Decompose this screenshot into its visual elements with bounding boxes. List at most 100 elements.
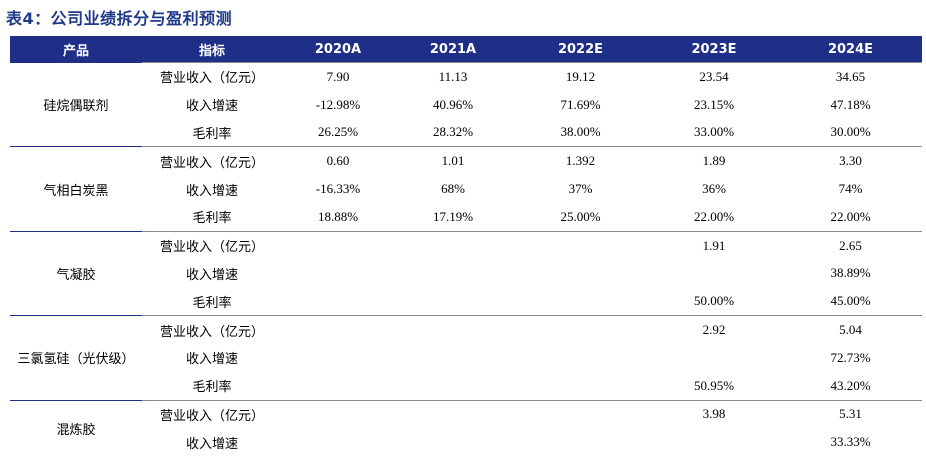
value-cell xyxy=(649,260,779,288)
metric-cell: 收入增速 xyxy=(142,175,282,203)
metric-cell: 收入增速 xyxy=(142,260,282,288)
value-cell xyxy=(282,231,394,259)
header-metric: 指标 xyxy=(142,36,282,63)
product-cell: 气凝胶 xyxy=(10,231,142,315)
value-cell: 36% xyxy=(649,175,779,203)
value-cell: 0.60 xyxy=(282,147,394,175)
metric-cell: 收入增速 xyxy=(142,428,282,456)
metric-cell: 毛利率 xyxy=(142,372,282,400)
metric-cell: 营业收入（亿元） xyxy=(142,231,282,259)
value-cell xyxy=(512,260,649,288)
value-cell: 18.88% xyxy=(282,203,394,231)
value-cell: 3.98 xyxy=(649,400,779,428)
metric-cell: 营业收入（亿元） xyxy=(142,63,282,91)
table-row: 收入增速-12.98%40.96%71.69%23.15%47.18% xyxy=(10,91,922,119)
value-cell: 28.32% xyxy=(394,119,512,147)
value-cell: 38.00% xyxy=(512,119,649,147)
product-cell: 硅烷偶联剂 xyxy=(10,63,142,147)
value-cell xyxy=(282,344,394,372)
header-2020a: 2020A xyxy=(282,36,394,63)
value-cell: 1.91 xyxy=(649,231,779,259)
header-2024e: 2024E xyxy=(779,36,922,63)
table-title: 表4：公司业绩拆分与盈利预测 xyxy=(6,5,232,33)
value-cell xyxy=(512,287,649,315)
value-cell xyxy=(394,287,512,315)
value-cell: 40.96% xyxy=(394,91,512,119)
value-cell xyxy=(394,231,512,259)
value-cell: 11.13 xyxy=(394,63,512,91)
metric-cell: 营业收入（亿元） xyxy=(142,400,282,428)
value-cell: 23.54 xyxy=(649,63,779,91)
header-2022e: 2022E xyxy=(512,36,649,63)
metric-cell: 营业收入（亿元） xyxy=(142,316,282,344)
value-cell: 26.25% xyxy=(282,119,394,147)
product-cell: 混炼胶 xyxy=(10,400,142,456)
value-cell: 2.65 xyxy=(779,231,922,259)
value-cell: 22.00% xyxy=(649,203,779,231)
value-cell: 19.12 xyxy=(512,63,649,91)
value-cell: 45.00% xyxy=(779,287,922,315)
value-cell: 33.00% xyxy=(649,119,779,147)
value-cell: 22.00% xyxy=(779,203,922,231)
value-cell: 25.00% xyxy=(512,203,649,231)
value-cell xyxy=(649,344,779,372)
value-cell: 1.392 xyxy=(512,147,649,175)
value-cell: 50.95% xyxy=(649,372,779,400)
metric-cell: 收入增速 xyxy=(142,344,282,372)
value-cell xyxy=(512,231,649,259)
value-cell xyxy=(512,316,649,344)
value-cell xyxy=(394,344,512,372)
value-cell: 1.89 xyxy=(649,147,779,175)
value-cell xyxy=(512,400,649,428)
header-product: 产品 xyxy=(10,36,142,63)
forecast-table: 产品 指标 2020A 2021A 2022E 2023E 2024E 硅烷偶联… xyxy=(10,36,922,456)
value-cell xyxy=(649,428,779,456)
value-cell: 47.18% xyxy=(779,91,922,119)
value-cell: 2.92 xyxy=(649,316,779,344)
value-cell: 68% xyxy=(394,175,512,203)
value-cell xyxy=(394,316,512,344)
value-cell: 38.89% xyxy=(779,260,922,288)
value-cell: 74% xyxy=(779,175,922,203)
product-cell: 气相白炭黑 xyxy=(10,147,142,231)
value-cell xyxy=(282,400,394,428)
table-row: 收入增速 72.73% xyxy=(10,344,922,372)
table-row: 毛利率 50.95%43.20% xyxy=(10,372,922,400)
value-cell: -16.33% xyxy=(282,175,394,203)
header-2023e: 2023E xyxy=(649,36,779,63)
metric-cell: 营业收入（亿元） xyxy=(142,147,282,175)
value-cell xyxy=(282,316,394,344)
value-cell: 43.20% xyxy=(779,372,922,400)
value-cell xyxy=(282,372,394,400)
value-cell: 5.31 xyxy=(779,400,922,428)
value-cell xyxy=(512,344,649,372)
value-cell xyxy=(394,428,512,456)
value-cell xyxy=(282,287,394,315)
value-cell: 34.65 xyxy=(779,63,922,91)
value-cell: 7.90 xyxy=(282,63,394,91)
value-cell: -12.98% xyxy=(282,91,394,119)
value-cell: 17.19% xyxy=(394,203,512,231)
metric-cell: 收入增速 xyxy=(142,91,282,119)
value-cell xyxy=(512,372,649,400)
table-header-row: 产品 指标 2020A 2021A 2022E 2023E 2024E xyxy=(10,36,922,63)
value-cell xyxy=(394,400,512,428)
table-row: 收入增速 38.89% xyxy=(10,260,922,288)
value-cell: 72.73% xyxy=(779,344,922,372)
table-row: 收入增速-16.33%68%37%36%74% xyxy=(10,175,922,203)
value-cell: 71.69% xyxy=(512,91,649,119)
value-cell xyxy=(512,428,649,456)
value-cell xyxy=(394,372,512,400)
metric-cell: 毛利率 xyxy=(142,119,282,147)
value-cell: 3.30 xyxy=(779,147,922,175)
value-cell: 50.00% xyxy=(649,287,779,315)
